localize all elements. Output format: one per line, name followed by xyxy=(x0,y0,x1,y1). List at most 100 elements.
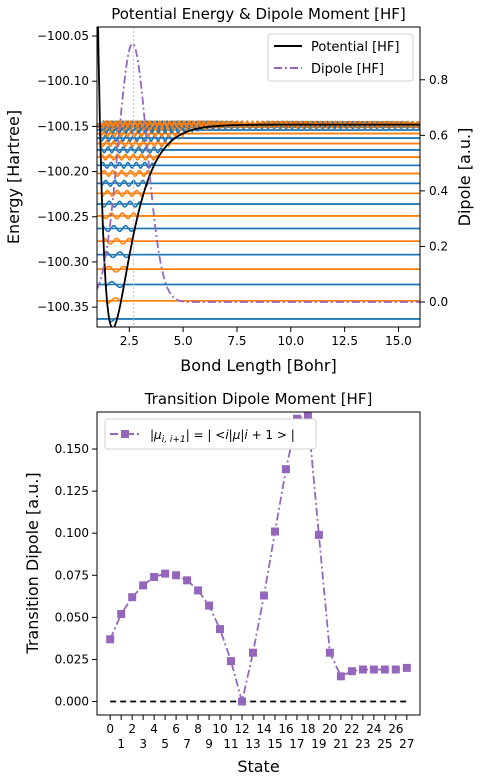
transition-dipole-line xyxy=(109,414,407,702)
bottom-x-tick-label: 19 xyxy=(311,737,326,751)
transition-dipole-point xyxy=(227,657,235,666)
wavefunction-6 xyxy=(97,224,420,233)
legend-transition-marker xyxy=(121,430,129,438)
bottom-x-tick-label: 6 xyxy=(172,722,180,736)
transition-dipole-point xyxy=(216,625,224,634)
transition-dipole-point xyxy=(369,665,378,674)
transition-dipole-point xyxy=(271,527,279,536)
bottom-x-label: State xyxy=(237,757,279,776)
transition-dipole-point xyxy=(183,576,192,585)
transition-dipole-point xyxy=(205,601,214,610)
wavefunction-4 xyxy=(97,251,420,259)
bottom-x-tick-label: 16 xyxy=(278,722,293,736)
top-y2-tick-label: 0.8 xyxy=(429,73,448,87)
legend-potential-label: Potential [HF] xyxy=(311,40,399,55)
wavefunction-16 xyxy=(97,134,420,142)
top-y2-tick-label: 0.6 xyxy=(429,128,448,142)
bottom-y-tick-label: 0.025 xyxy=(55,652,89,666)
transition-dipole-point xyxy=(260,591,268,600)
transition-dipole-point xyxy=(150,573,159,581)
top-x-tick-label: 5.0 xyxy=(174,334,193,348)
top-plot-frame xyxy=(96,26,421,328)
transition-dipole-point xyxy=(238,697,246,706)
bottom-x-tick-label: 0 xyxy=(106,722,114,736)
top-y-tick-label: −100.05 xyxy=(37,29,89,43)
wavefunction-8 xyxy=(97,200,420,208)
transition-dipole-point xyxy=(314,530,323,539)
bottom-x-tick-label: 1 xyxy=(117,737,125,751)
bottom-x-tick-label: 23 xyxy=(355,737,370,751)
top-y2-label: Dipole [a.u.] xyxy=(455,128,474,227)
wavefunction-15 xyxy=(97,140,420,149)
transition-dipole-point xyxy=(325,648,334,657)
potential-curve xyxy=(97,27,420,327)
top-y-tick-label: −100.10 xyxy=(37,74,89,88)
bottom-x-tick-label: 14 xyxy=(256,722,271,736)
wavefunction-13 xyxy=(97,153,420,161)
transition-dipole-point xyxy=(249,648,257,657)
transition-dipole-point xyxy=(172,571,181,580)
top-y2-axis: 0.0 0.2 0.4 0.6 0.8 xyxy=(420,73,448,309)
transition-dipole-point xyxy=(106,635,115,644)
legend-transition-label: |μi, i+1| = | <i|μ|i + 1 > | xyxy=(150,428,295,445)
wavefunction-5 xyxy=(97,237,420,245)
bottom-y-tick-label: 0.050 xyxy=(55,610,89,624)
top-x-label: Bond Length [Bohr] xyxy=(180,356,336,375)
top-y-label: Energy [Hartree] xyxy=(4,110,23,244)
legend-dipole-label: Dipole [HF] xyxy=(311,62,384,77)
wavefunction-1 xyxy=(97,297,420,305)
wavefunction-0 xyxy=(97,316,420,323)
top-x-tick-label: 12.5 xyxy=(331,334,358,348)
bottom-x-tick-label: 2 xyxy=(128,722,136,736)
top-y-tick-label: −100.15 xyxy=(37,119,89,133)
transition-dipole-point xyxy=(139,581,148,590)
bottom-x-tick-label: 3 xyxy=(139,737,147,751)
bottom-x-axis: 0123456789101112131415161718192021222324… xyxy=(106,715,414,751)
bottom-x-tick-label: 18 xyxy=(300,722,315,736)
bottom-x-tick-label: 21 xyxy=(333,737,348,751)
transition-dipole-chart: Transition Dipole Moment [HF] 0123456789… xyxy=(23,390,421,776)
transition-dipole-point xyxy=(391,665,400,674)
wavefunction-11 xyxy=(97,169,420,178)
top-y2-tick-label: 0.4 xyxy=(429,184,448,198)
transition-dipole-point xyxy=(380,665,389,674)
energy-dipole-chart: Potential Energy & Dipole Moment [HF] 2.… xyxy=(4,5,474,375)
bottom-x-tick-label: 12 xyxy=(234,722,249,736)
wavefunction-3 xyxy=(97,265,420,273)
wavefunction-2 xyxy=(97,280,420,289)
top-y-tick-label: −100.25 xyxy=(37,210,89,224)
bottom-y-tick-label: 0.075 xyxy=(55,568,89,582)
top-chart-title: Potential Energy & Dipole Moment [HF] xyxy=(111,5,406,23)
bottom-x-tick-label: 8 xyxy=(194,722,202,736)
dipole-curve xyxy=(97,42,420,303)
top-plot-area xyxy=(97,27,420,327)
transition-dipole-point xyxy=(402,663,411,672)
transition-dipole-point xyxy=(347,667,356,676)
bottom-chart-title: Transition Dipole Moment [HF] xyxy=(144,390,373,408)
bottom-y-tick-label: 0.150 xyxy=(55,442,89,456)
wavefunction-7 xyxy=(97,212,420,220)
wavefunction-12 xyxy=(97,161,420,169)
top-y-tick-label: −100.30 xyxy=(37,255,89,269)
bottom-y-axis: 0.000 0.025 0.050 0.075 0.100 0.125 0.150 xyxy=(55,442,97,709)
bottom-x-tick-label: 26 xyxy=(388,722,403,736)
bottom-legend: |μi, i+1| = | <i|μ|i + 1 > | xyxy=(104,418,317,450)
bottom-plot-frame xyxy=(96,411,421,716)
transition-dipole-point xyxy=(303,412,312,420)
top-legend: Potential [HF] Dipole [HF] xyxy=(267,33,414,82)
top-x-tick-label: 15.0 xyxy=(385,334,412,348)
top-x-tick-label: 10.0 xyxy=(277,334,304,348)
top-y2-tick-label: 0.0 xyxy=(429,295,448,309)
transition-dipole-point xyxy=(128,593,137,602)
top-y-tick-label: −100.35 xyxy=(37,300,89,314)
transition-dipole-point xyxy=(336,672,345,681)
transition-dipole-point xyxy=(117,610,126,618)
bottom-y-tick-label: 0.125 xyxy=(55,484,89,498)
bottom-y-label: Transition Dipole [a.u.] xyxy=(23,472,42,654)
bottom-x-tick-label: 9 xyxy=(205,737,213,751)
bottom-x-tick-label: 20 xyxy=(322,722,337,736)
bottom-y-tick-label: 0.100 xyxy=(55,526,89,540)
bottom-x-tick-label: 17 xyxy=(289,737,304,751)
bottom-legend-box xyxy=(104,418,317,450)
